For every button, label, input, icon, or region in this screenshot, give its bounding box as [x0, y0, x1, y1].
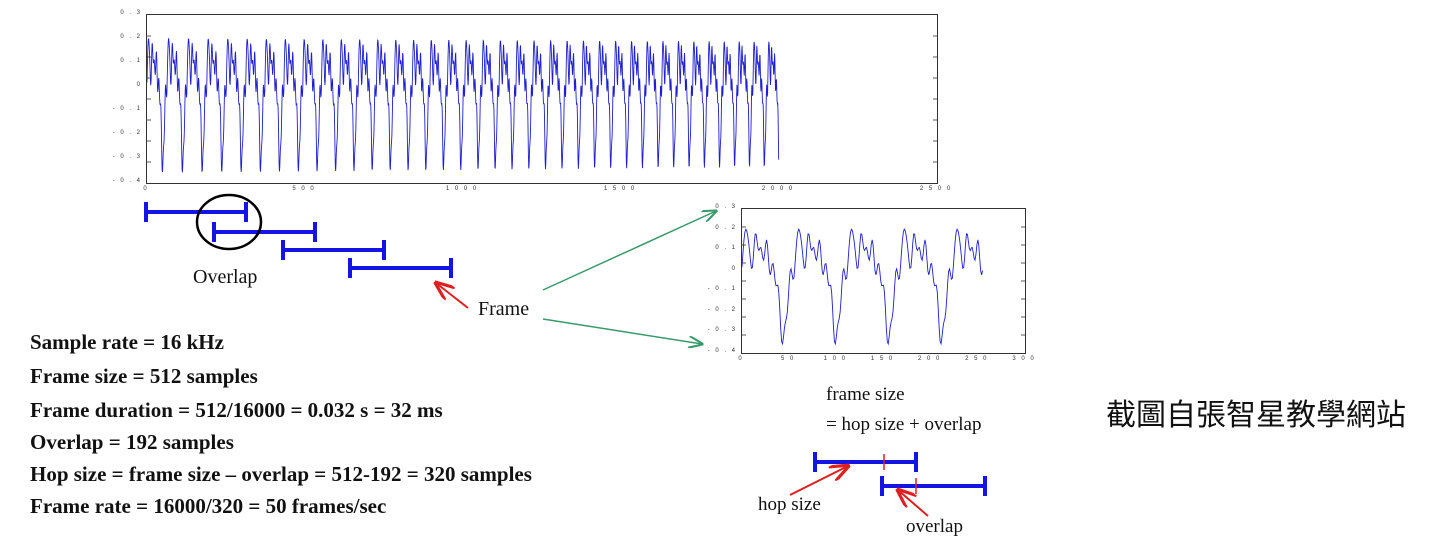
y-tick-label: 0 . 3	[120, 10, 142, 16]
hop-size-label: hop size	[758, 494, 821, 515]
zoom-arrow-top	[542, 211, 716, 291]
frame-label: Frame	[478, 298, 530, 320]
x-tick-label: 0	[143, 186, 149, 192]
x-tick-label: 5 0	[780, 356, 796, 362]
x-tick-label: 2 5 0	[965, 356, 989, 362]
y-tick-label: 0 . 1	[715, 245, 737, 252]
y-tick-label: - 0 . 2	[112, 130, 142, 136]
frame-bracket-4	[348, 258, 453, 278]
hop-frame-1	[813, 452, 918, 472]
y-tick-label: - 0 . 3	[707, 327, 737, 334]
fact-frame-rate: Frame rate = 16000/320 = 50 frames/sec	[30, 494, 387, 518]
waveform-main	[147, 35, 937, 173]
x-tick-label: 1 0 0 0	[445, 186, 479, 192]
y-tick-label: 0 . 2	[120, 34, 142, 40]
y-tick-label: 0	[136, 82, 142, 88]
fact-sample-rate: Sample rate = 16 kHz	[30, 330, 224, 354]
frame-bracket-3	[281, 240, 386, 260]
x-tick-label: 0	[738, 356, 744, 362]
overlap-circle	[195, 193, 263, 251]
y-tick-label: - 0 . 1	[707, 286, 737, 293]
fact-frame-duration: Frame duration = 512/16000 = 0.032 s = 3…	[30, 398, 443, 422]
y-tick-label: - 0 . 4	[112, 178, 142, 184]
fact-frame-size: Frame size = 512 samples	[30, 364, 258, 388]
x-tick-label: 5 0 0	[292, 186, 316, 192]
hop-frame-2	[880, 476, 987, 496]
y-tick-label: 0 . 2	[715, 224, 737, 231]
waveform-frame	[742, 226, 1025, 346]
frame-plot	[741, 208, 1026, 354]
x-tick-label: 3 0 0	[1012, 356, 1036, 362]
hop-size-arrow	[789, 466, 848, 496]
y-tick-label: - 0 . 3	[112, 154, 142, 160]
overlap-arrow	[898, 490, 929, 517]
fact-hop-size: Hop size = frame size – overlap = 512-19…	[30, 462, 532, 486]
frame-size-label: frame size	[826, 384, 905, 405]
x-tick-label: 2 0 0	[917, 356, 942, 362]
x-tick-label: 1 5 0	[870, 356, 895, 362]
y-tick-label: 0 . 3	[715, 204, 737, 210]
y-tick-label: 0 . 1	[120, 58, 142, 64]
x-tick-label: 1 0 0	[823, 356, 848, 362]
y-tick-label: - 0 . 1	[112, 106, 142, 112]
frame-pointer-arrow	[436, 283, 469, 309]
x-tick-label: 2 5 0 0	[919, 186, 953, 192]
frame-size-formula: = hop size + overlap	[826, 414, 982, 435]
source-credit: 截圖自張智星教學網站	[1106, 398, 1406, 433]
waveform-line	[742, 228, 983, 346]
waveform-plot	[146, 14, 938, 184]
x-tick-label: 2 0 0 0	[761, 186, 795, 192]
frame-bracket-1	[144, 202, 248, 222]
y-tick-label: - 0 . 2	[707, 306, 737, 313]
zoom-arrow-bottom	[542, 318, 702, 344]
overlap-small-label: overlap	[906, 516, 963, 537]
waveform-line	[147, 37, 780, 173]
y-tick-label: 0	[731, 265, 737, 272]
overlap-label: Overlap	[193, 266, 258, 288]
x-tick-label: 1 5 0 0	[603, 186, 637, 192]
fact-overlap: Overlap = 192 samples	[30, 430, 234, 454]
frame-bracket-2	[212, 222, 317, 242]
y-tick-label: - 0 . 4	[707, 348, 737, 354]
